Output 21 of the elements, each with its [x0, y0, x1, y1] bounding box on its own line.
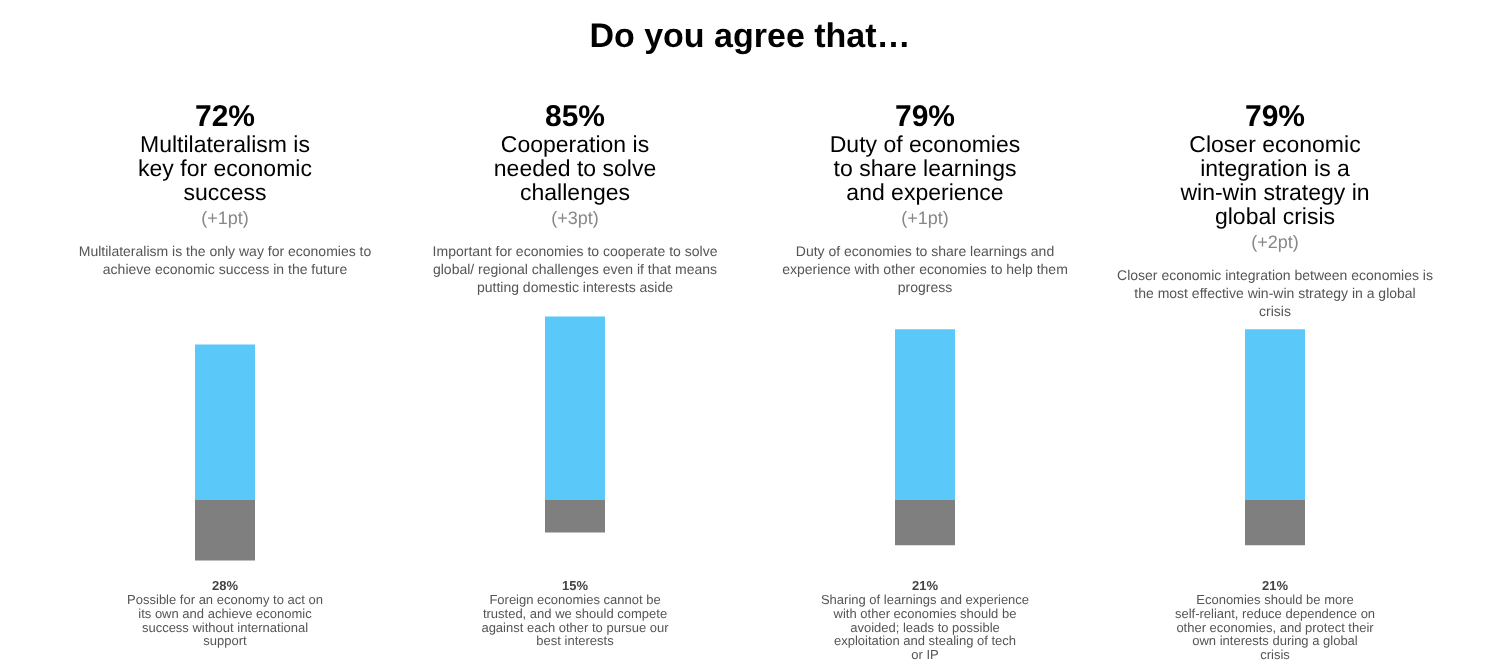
- data-label: 79%: [894, 100, 956, 134]
- bar: [195, 500, 255, 561]
- chart-title: Do you agree that…: [589, 17, 911, 55]
- data-label: 79%: [1244, 100, 1306, 134]
- bar: [545, 316, 605, 500]
- bar: [1245, 329, 1305, 500]
- bar: [545, 500, 605, 533]
- text: (+3pt): [551, 208, 599, 228]
- data-label: 85%: [544, 100, 606, 134]
- data-label: 72%: [194, 100, 256, 134]
- x-tick-label: Duty of economies to share learnings and experience: [829, 134, 1021, 206]
- x-tick-label: Multilateralism is key for economic success: [138, 134, 313, 206]
- bar: [895, 329, 955, 500]
- x-tick-label: Cooperation is needed to solve challenges: [493, 134, 657, 206]
- bar: [895, 500, 955, 546]
- text: (+2pt): [1251, 232, 1299, 252]
- x-tick-label: Closer economic integration is a win-win strategy in global crisis: [1178, 134, 1370, 230]
- bar: [195, 344, 255, 500]
- text: (+1pt): [201, 208, 249, 228]
- text: (+1pt): [901, 208, 949, 228]
- bar: [1245, 500, 1305, 546]
